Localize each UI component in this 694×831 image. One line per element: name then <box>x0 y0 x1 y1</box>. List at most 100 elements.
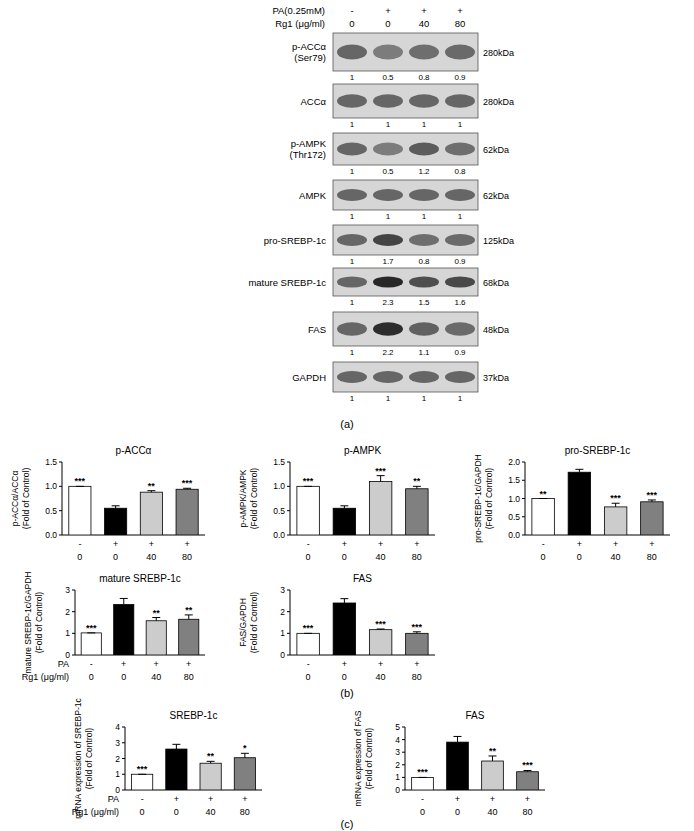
blot-quant: 1 <box>422 212 427 221</box>
x-row-value: 0 <box>306 552 311 562</box>
plot-area <box>69 486 198 535</box>
blot-row-label: FAS <box>308 324 326 335</box>
blot-quant: 2.3 <box>382 298 394 307</box>
x-row-value: 40 <box>146 552 156 562</box>
y-tick <box>402 739 405 740</box>
x-row-label: Rg1 (μg/ml) <box>72 807 119 817</box>
blot-quant: 1 <box>350 394 355 403</box>
plot-area <box>297 599 428 655</box>
y-tick-label: 0.0 <box>508 530 520 540</box>
x-row-value: + <box>342 539 347 549</box>
blot-header-value: + <box>385 5 391 16</box>
y-tick <box>287 510 290 511</box>
x-row-value: 0 <box>140 807 145 817</box>
y-tick <box>122 758 125 759</box>
error-stem <box>615 503 616 507</box>
y-tick-label: 2 <box>280 607 285 617</box>
blot-quant: 0.5 <box>382 167 394 176</box>
significance: *** <box>647 490 658 500</box>
blot-quant: 0.9 <box>454 348 466 357</box>
figure: PA(0.25mM)-+++Rg1 (μg/ml)00408010.50.80.… <box>0 0 694 831</box>
x-row-value: + <box>121 659 126 669</box>
y-tick-label: 1 <box>280 628 285 638</box>
bar <box>517 772 539 790</box>
blot-header-value: + <box>457 5 463 16</box>
y-tick <box>402 752 405 753</box>
error-stem <box>492 756 493 761</box>
y-axis-line <box>290 590 291 655</box>
blot-band <box>409 322 439 336</box>
significance: *** <box>375 619 386 629</box>
y-tick <box>287 590 290 591</box>
blot-band <box>409 276 439 287</box>
blot-header-value: 0 <box>385 18 390 29</box>
error-cap <box>575 469 583 470</box>
blot-band <box>337 44 367 59</box>
significance: *** <box>182 478 193 488</box>
x-row-value: + <box>186 659 191 669</box>
bar-chart: p-ACCαp-ACCα/ACCα(Fold of Control)0.00.5… <box>10 445 205 562</box>
bar-chart: FASmRNA expression of FAS(Fold of Contro… <box>353 710 545 817</box>
x-row-value: + <box>414 539 419 549</box>
blot-header-value: - <box>350 5 353 16</box>
bar <box>105 508 127 535</box>
bar <box>132 774 153 790</box>
blot-size: 37kDa <box>483 373 509 383</box>
x-row-value: 80 <box>412 672 422 682</box>
y-tick <box>522 498 525 499</box>
chart-title: SREBP-1c <box>170 710 218 721</box>
error-stem <box>123 598 124 604</box>
x-row-value: + <box>525 794 530 804</box>
y-tick <box>72 655 75 656</box>
y-axis-label: (Fold of Control) <box>21 468 31 530</box>
significance: ** <box>153 608 161 618</box>
error-bar <box>340 599 348 603</box>
blot-quant: 1 <box>350 73 355 82</box>
blot-band <box>337 322 367 336</box>
x-row-value: 40 <box>487 807 497 817</box>
bar <box>179 619 199 655</box>
significance: ** <box>207 751 215 761</box>
significance: ** <box>540 489 548 499</box>
error-bar <box>377 476 385 482</box>
blot-band <box>337 143 367 156</box>
blot-header-label: PA(0.25mM) <box>272 5 325 16</box>
y-tick-label: 0 <box>280 650 285 660</box>
significance: ** <box>489 746 497 756</box>
bar <box>69 486 91 535</box>
y-tick <box>522 480 525 481</box>
blot-size: 62kDa <box>483 145 509 155</box>
x-row-value: 80 <box>412 552 422 562</box>
error-bar <box>112 506 120 508</box>
error-cap <box>120 598 128 599</box>
blot-quant: 1 <box>422 120 427 129</box>
blot-band <box>409 44 439 59</box>
bar <box>166 749 187 790</box>
blot-band <box>373 371 403 383</box>
panel-label: (b) <box>340 687 353 699</box>
x-row-value: + <box>208 794 213 804</box>
y-axis-label: (Fold of Control) <box>484 468 494 530</box>
x-row-value: - <box>307 659 310 669</box>
bar <box>114 605 134 655</box>
x-row-value: - <box>542 539 545 549</box>
y-tick-label: 1.5 <box>273 457 285 467</box>
x-row-value: 0 <box>420 807 425 817</box>
blot-quant: 1.6 <box>454 298 466 307</box>
x-row-label: PA <box>108 794 119 804</box>
y-tick <box>402 790 405 791</box>
x-row-value: - <box>90 659 93 669</box>
plot-area <box>81 598 199 655</box>
x-row-value: + <box>414 659 419 669</box>
y-tick-label: 4 <box>395 735 400 745</box>
x-row-value: + <box>490 794 495 804</box>
bar <box>297 633 319 655</box>
blot-quant: 1 <box>422 394 427 403</box>
blot-band <box>373 189 403 201</box>
y-tick-label: 3 <box>280 585 285 595</box>
bar <box>333 508 355 535</box>
x-row-value: 0 <box>113 552 118 562</box>
bar <box>532 499 554 536</box>
blot-row-label: GAPDH <box>292 372 326 383</box>
blot-row-label: pro-SREBP-1c <box>264 235 327 246</box>
